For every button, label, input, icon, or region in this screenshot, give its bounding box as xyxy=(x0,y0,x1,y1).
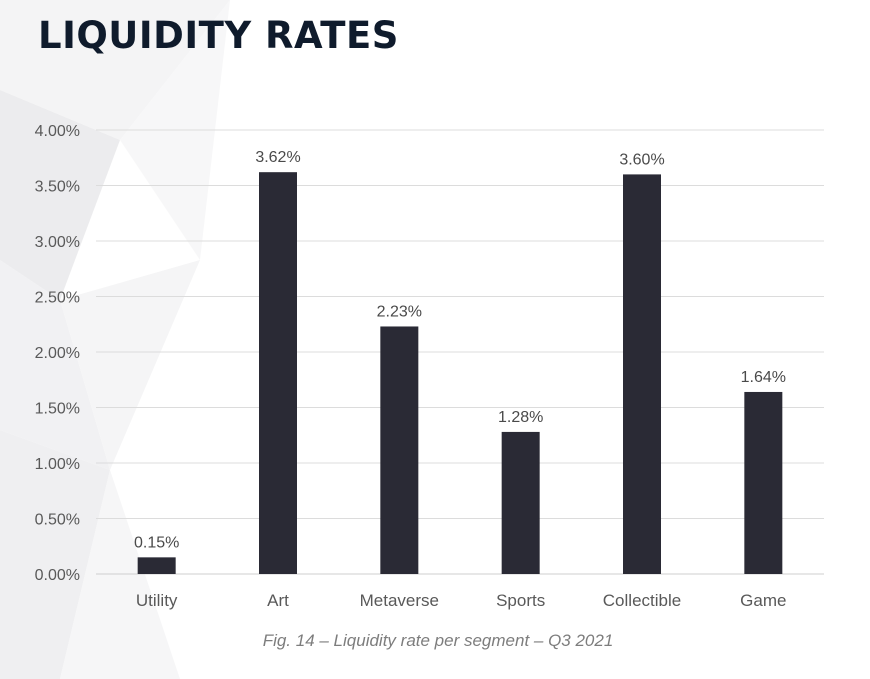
bar-metaverse xyxy=(380,326,418,574)
x-tick-label-art: Art xyxy=(267,591,289,610)
x-tick-label-game: Game xyxy=(740,591,786,610)
data-label-art: 3.62% xyxy=(255,149,300,166)
x-tick-label-sports: Sports xyxy=(496,591,545,610)
bar-chart: 0.00% 0.50% 1.00% 1.50% 2.00% 2.50% 3.00% 3.50%… xyxy=(0,0,870,679)
bar-game xyxy=(744,392,782,574)
data-labels: 0.15% 3.62% 2.23% 1.28% 3.60% 1.64% xyxy=(134,149,786,551)
y-tick-label: 2.50% xyxy=(35,290,80,307)
figure-caption: Fig. 14 – Liquidity rate per segment – Q… xyxy=(0,631,870,651)
y-tick-label: 3.50% xyxy=(35,179,80,196)
y-tick-label: 3.00% xyxy=(35,234,80,251)
bar-utility xyxy=(138,557,176,574)
page-title: LIQUIDITY RATES xyxy=(38,14,399,57)
x-tick-label-utility: Utility xyxy=(136,591,178,610)
bar-collectible xyxy=(623,174,661,574)
y-tick-label: 1.50% xyxy=(35,401,80,418)
data-label-metaverse: 2.23% xyxy=(377,303,422,320)
y-tick-label: 1.00% xyxy=(35,456,80,473)
x-tick-label-metaverse: Metaverse xyxy=(360,591,439,610)
gridlines xyxy=(96,130,824,574)
y-tick-label: 2.00% xyxy=(35,345,80,362)
y-tick-label: 0.50% xyxy=(35,512,80,529)
y-axis-tick-labels: 0.00% 0.50% 1.00% 1.50% 2.00% 2.50% 3.00% 3.50%… xyxy=(35,123,80,584)
x-axis-tick-labels: Utility Art Metaverse Sports Collectible Game xyxy=(136,591,787,610)
bar-art xyxy=(259,172,297,574)
data-label-sports: 1.28% xyxy=(498,409,543,426)
x-tick-label-collectible: Collectible xyxy=(603,591,681,610)
data-label-collectible: 3.60% xyxy=(619,151,664,168)
data-label-utility: 0.15% xyxy=(134,534,179,551)
data-label-game: 1.64% xyxy=(741,369,786,386)
bar-sports xyxy=(502,432,540,574)
bars xyxy=(138,172,783,574)
figure-caption-text: Fig. 14 – Liquidity rate per segment – Q… xyxy=(257,631,614,650)
y-tick-label: 4.00% xyxy=(35,123,80,140)
y-tick-label: 0.00% xyxy=(35,567,80,584)
